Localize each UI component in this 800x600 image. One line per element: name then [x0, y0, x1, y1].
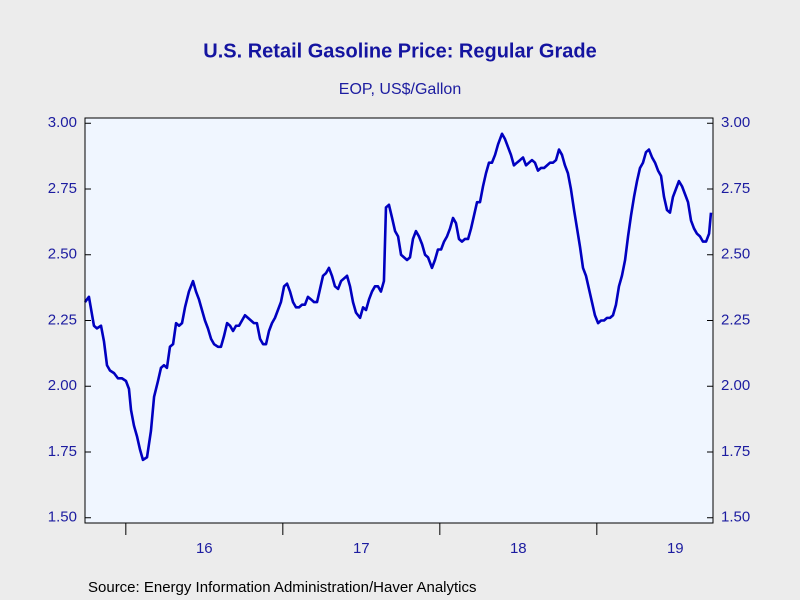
chart-title: U.S. Retail Gasoline Price: Regular Grad… [203, 40, 596, 62]
y-tick-label: 2.00 [48, 377, 77, 394]
y-tick-label: 1.75 [48, 443, 77, 460]
price-line [83, 132, 713, 462]
y2-tick-label: 3.00 [721, 114, 750, 131]
x-tick-label: 17 [353, 540, 370, 557]
y-tick-label: 2.25 [48, 311, 77, 328]
y2-tick-label: 1.50 [721, 509, 750, 526]
marks [83, 132, 713, 462]
y2-tick-label: 2.25 [721, 311, 750, 328]
chart-subtitle: EOP, US$/Gallon [339, 81, 461, 98]
x-tick-label: 19 [667, 540, 684, 557]
y2-tick-label: 1.75 [721, 443, 750, 460]
y2-tick-label: 2.00 [721, 377, 750, 394]
x-tick-label: 18 [510, 540, 527, 557]
y-tick-label: 2.75 [48, 180, 77, 197]
y-tick-label: 1.50 [48, 509, 77, 526]
plot-area [85, 118, 713, 523]
x-tick-label: 16 [196, 540, 213, 557]
y2-tick-label: 2.75 [721, 180, 750, 197]
y-tick-label: 3.00 [48, 114, 77, 131]
y-tick-label: 2.50 [48, 246, 77, 263]
source-note: Source: Energy Information Administratio… [88, 579, 477, 596]
y2-tick-label: 2.50 [721, 246, 750, 263]
